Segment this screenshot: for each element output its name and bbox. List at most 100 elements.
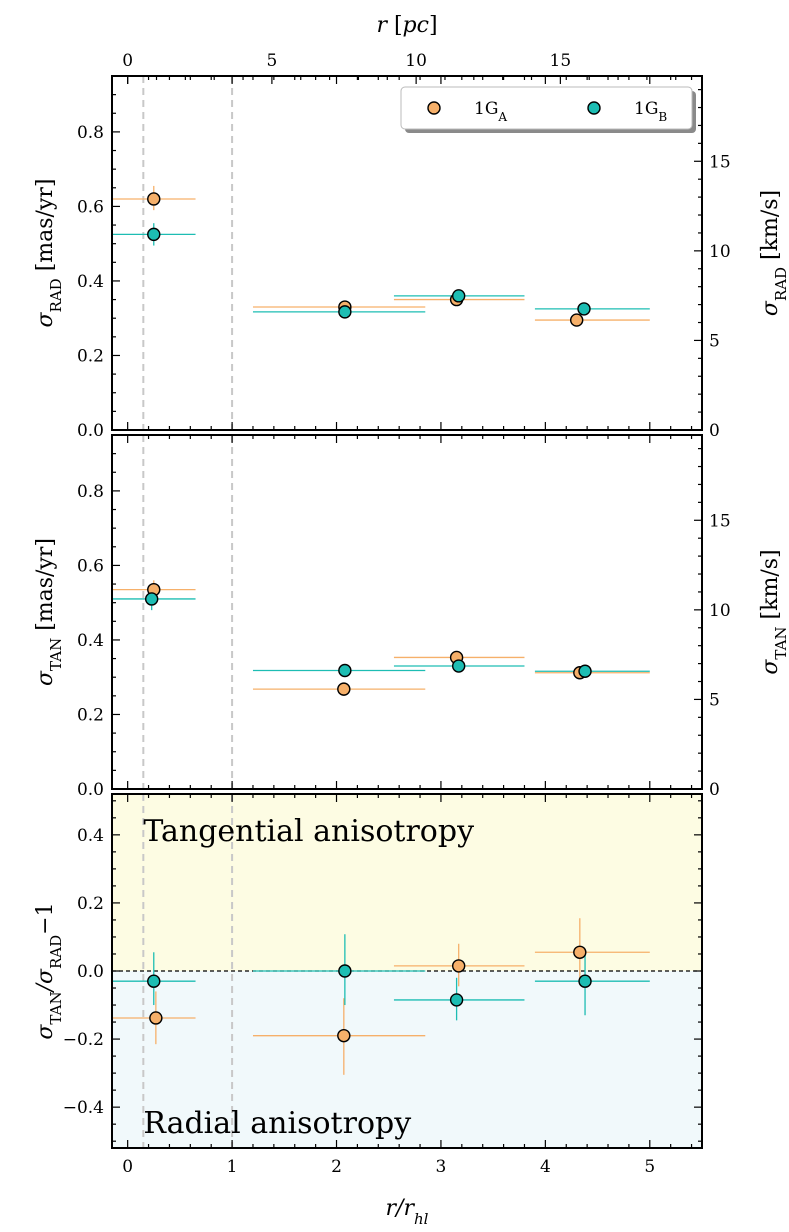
x-tick-label: 1 xyxy=(227,1157,238,1177)
y-tick-label: 0.4 xyxy=(77,826,104,846)
data-point-1GA xyxy=(337,682,351,696)
data-point-1GB xyxy=(147,974,161,988)
data-point-1GB xyxy=(577,302,591,316)
label-part: A xyxy=(497,110,507,124)
legend-label-1GA: 1GA xyxy=(474,99,507,124)
label-part: RAD xyxy=(772,267,789,301)
right-y-tick-label: 15 xyxy=(709,511,731,531)
tangential-label: Tangential anisotropy xyxy=(143,814,474,849)
label-part: hl xyxy=(414,1210,429,1228)
label-part: 1G xyxy=(634,99,658,119)
right-y-tick-label: 0 xyxy=(709,780,720,800)
label-part: [km/s] xyxy=(758,549,783,626)
y-axis-label: σTAN [mas/yr] xyxy=(33,538,65,686)
y-axis-label: σTAN/σRAD−1 xyxy=(33,902,65,1039)
data-point-1GB xyxy=(578,664,592,678)
y-tick-label: 0.4 xyxy=(77,631,104,651)
legend: 1GA 1GB xyxy=(400,86,696,133)
data-point-1GA xyxy=(147,192,161,206)
label-part: [km/s] xyxy=(758,190,783,267)
label-part: TAN xyxy=(47,991,65,1024)
label-part: RAD xyxy=(47,278,65,312)
data-point-1GA xyxy=(569,313,584,327)
label-part: B xyxy=(658,110,667,124)
right-y-axis-label: σRAD [km/s] xyxy=(758,190,789,316)
label-part: σ xyxy=(758,300,783,316)
data-point-1GB xyxy=(338,663,352,678)
label-part: [ xyxy=(387,13,403,38)
data-point-1GA xyxy=(337,1028,351,1043)
right-y-tick-label: 0 xyxy=(709,421,720,441)
label-part: [mas/yr] xyxy=(33,179,58,279)
x-tick-label: 0 xyxy=(122,1157,133,1177)
right-y-axis-label: σTAN [km/s] xyxy=(758,549,789,674)
data-point-1GB xyxy=(338,964,352,978)
data-point-1GB xyxy=(451,659,466,673)
data-point-1GB xyxy=(449,993,464,1007)
label-part: σ xyxy=(33,311,58,327)
data-point-1GA xyxy=(149,1011,163,1025)
panel-frame xyxy=(111,75,703,431)
label-part: 1G xyxy=(474,99,498,119)
label-part: TAN xyxy=(772,626,789,659)
y-tick-label: −0.4 xyxy=(63,1098,104,1118)
radial-label: Radial anisotropy xyxy=(143,1106,411,1141)
top-x-tick-label: 5 xyxy=(266,51,277,71)
x-tick-label: 2 xyxy=(331,1157,342,1177)
y-axis-label: σRAD [mas/yr] xyxy=(33,179,65,328)
data-point-1GB xyxy=(338,305,352,319)
label-part: RAD xyxy=(47,935,65,969)
y-tick-label: −0.2 xyxy=(63,1030,104,1050)
right-y-tick-label: 5 xyxy=(709,690,720,710)
y-tick-label: 0.8 xyxy=(77,123,104,143)
legend-marker-1GB xyxy=(587,101,601,115)
top-x-tick-label: 10 xyxy=(405,51,427,71)
label-part: σ xyxy=(33,1024,58,1040)
right-y-tick-label: 5 xyxy=(709,331,720,351)
label-part: −1 xyxy=(33,902,58,934)
data-point-1GB xyxy=(451,289,466,303)
data-point-1GB xyxy=(147,227,161,242)
y-tick-label: 0.6 xyxy=(77,197,104,217)
y-tick-label: 0.0 xyxy=(77,421,104,441)
label-part: [mas/yr] xyxy=(33,538,58,638)
data-point-1GA xyxy=(451,959,466,973)
y-tick-label: 0.6 xyxy=(77,556,104,576)
y-tick-label: 0.2 xyxy=(77,346,104,366)
legend-label-1GB: 1GB xyxy=(634,99,667,124)
label-part: r xyxy=(376,13,388,38)
y-tick-label: 0.8 xyxy=(77,482,104,502)
y-tick-label: 0.0 xyxy=(77,780,104,800)
label-part: r/r xyxy=(386,1196,416,1221)
x-tick-label: 3 xyxy=(436,1157,447,1177)
top-x-tick-label: 0 xyxy=(122,51,133,71)
y-tick-label: 0.4 xyxy=(77,272,104,292)
label-part: σ xyxy=(33,670,58,686)
tangential-region xyxy=(112,794,702,971)
legend-box xyxy=(400,86,693,130)
legend-marker-1GA xyxy=(427,101,441,115)
label-part: ] xyxy=(429,13,438,38)
y-tick-label: 0.0 xyxy=(77,962,104,982)
label-part: σ xyxy=(758,659,783,675)
label-part: TAN xyxy=(47,638,65,671)
x-tick-label: 4 xyxy=(540,1157,551,1177)
y-tick-label: 0.2 xyxy=(77,894,104,914)
unit-pc: pc xyxy=(403,13,429,38)
panel-ratio: Tangential anisotropy Radial anisotropy −0… xyxy=(33,793,703,1228)
panel-frame xyxy=(111,434,703,790)
right-y-tick-label: 15 xyxy=(709,152,731,172)
top-x-axis-label: r [pc] xyxy=(376,13,437,38)
data-point-1GA xyxy=(573,945,587,959)
right-y-tick-label: 10 xyxy=(709,242,731,262)
data-point-1GB xyxy=(144,592,159,606)
label-part: /σ xyxy=(33,968,58,993)
y-tick-label: 0.2 xyxy=(77,705,104,725)
top-x-tick-label: 15 xyxy=(550,51,572,71)
data-point-1GB xyxy=(578,974,592,988)
right-y-tick-label: 10 xyxy=(709,601,731,621)
x-axis-label: r/rhl xyxy=(386,1196,429,1228)
